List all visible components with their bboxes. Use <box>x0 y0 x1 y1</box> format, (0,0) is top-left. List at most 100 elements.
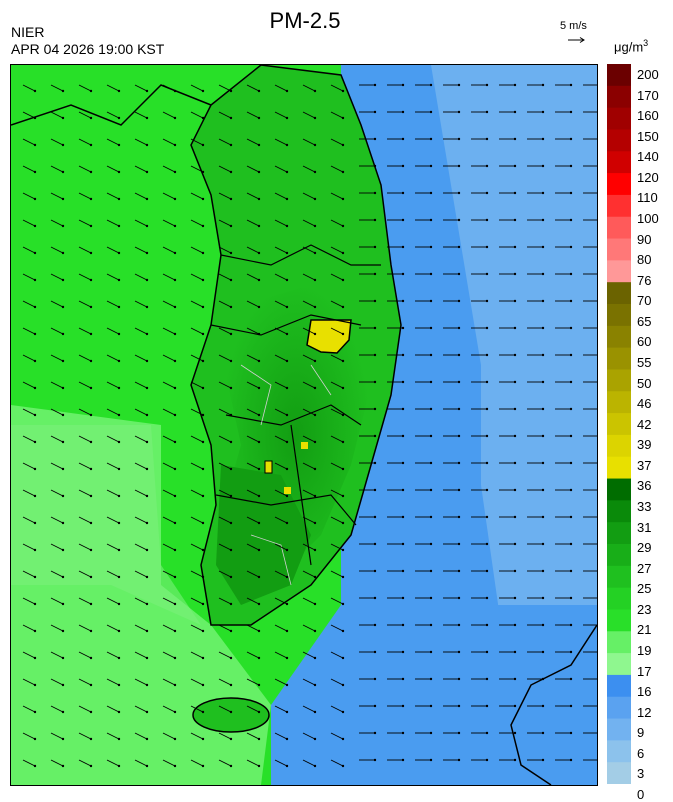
wind-arrow-icon <box>78 246 93 255</box>
wind-arrow-icon <box>246 489 261 498</box>
wind-arrow-icon <box>22 111 37 120</box>
wind-arrow-icon <box>499 758 517 762</box>
wind-arrow-icon <box>330 273 345 282</box>
wind-arrow-icon <box>246 327 261 336</box>
wind-arrow-icon <box>106 516 121 525</box>
wind-arrow-icon <box>387 623 405 627</box>
wind-arrow-icon <box>387 191 405 195</box>
pm25-map[interactable] <box>10 64 598 786</box>
legend-swatch <box>607 500 631 523</box>
wind-arrow-icon <box>50 759 65 768</box>
wind-arrow-icon <box>415 380 433 384</box>
wind-arrow-icon <box>22 597 37 606</box>
wind-arrow-icon <box>22 408 37 417</box>
wind-arrow-icon <box>499 272 517 276</box>
wind-arrow-icon <box>527 110 545 114</box>
wind-arrow-icon <box>330 354 345 363</box>
legend-tick-label: 33 <box>637 499 652 514</box>
organization-label: NIER <box>11 24 45 40</box>
wind-arrow-icon <box>499 245 517 249</box>
wind-arrow-icon <box>415 461 433 465</box>
wind-arrow-icon <box>359 569 377 573</box>
wind-arrow-icon <box>274 381 289 390</box>
legend-swatch <box>607 391 631 414</box>
wind-arrow-icon <box>443 110 461 114</box>
wind-arrow-icon <box>78 570 93 579</box>
wind-arrow-icon <box>302 84 317 93</box>
legend-swatch <box>607 696 631 720</box>
wind-arrow-icon <box>387 83 405 87</box>
wind-arrow-icon <box>246 678 261 687</box>
wind-arrow-icon <box>583 489 597 491</box>
province-boundary <box>225 404 362 426</box>
wind-arrow-icon <box>302 273 317 282</box>
wind-arrow-icon <box>443 596 461 600</box>
unit-label: μg/m3 <box>614 38 649 55</box>
wind-arrow-icon <box>302 192 317 201</box>
wind-arrow-icon <box>22 624 37 633</box>
wind-arrow-icon <box>246 138 261 147</box>
wind-arrow-icon <box>274 111 289 120</box>
wind-arrow-icon <box>527 542 545 546</box>
wind-arrow-icon <box>330 435 345 444</box>
wind-arrow-icon <box>50 516 65 525</box>
wind-arrow-icon <box>274 732 289 741</box>
legend-tick-label: 46 <box>637 396 652 412</box>
legend-tick-label: 65 <box>637 313 652 329</box>
legend-swatch <box>607 653 631 676</box>
wind-arrow-icon <box>78 651 93 660</box>
wind-arrow-icon <box>134 759 149 768</box>
wind-arrow-icon <box>359 488 377 492</box>
legend-tick-label: 3 <box>637 766 645 782</box>
wind-arrow-icon <box>443 677 461 681</box>
wind-arrow-icon <box>471 650 489 654</box>
legend-tick-label: 12 <box>637 704 652 720</box>
wind-arrow-icon <box>387 299 405 303</box>
wind-arrow-icon <box>359 110 377 114</box>
hotspot-cell <box>264 460 273 474</box>
wind-arrow-icon <box>22 192 37 201</box>
wind-arrow-icon <box>106 624 121 633</box>
wind-arrow-icon <box>218 435 233 444</box>
wind-arrow-icon <box>527 245 545 249</box>
wind-arrow-icon <box>78 165 93 174</box>
wind-arrow-icon <box>190 246 205 255</box>
wind-arrow-icon <box>134 624 149 633</box>
wind-arrow-icon <box>218 111 233 120</box>
wind-arrow-icon <box>162 192 177 201</box>
legend-tick-label: 60 <box>637 334 652 350</box>
wind-arrow-icon <box>443 83 461 87</box>
color-legend <box>607 64 631 784</box>
wind-arrow-icon <box>583 246 597 248</box>
wind-arrow-icon <box>415 434 433 438</box>
wind-arrow-icon <box>302 300 317 309</box>
wind-arrow-icon <box>274 138 289 147</box>
wind-arrow-icon <box>499 731 517 735</box>
wind-arrow-icon <box>527 623 545 627</box>
legend-tick-label: 55 <box>637 355 652 370</box>
wind-arrow-icon <box>415 731 433 735</box>
wind-arrow-icon <box>387 407 405 411</box>
wind-arrow-icon <box>583 678 597 680</box>
wind-arrow-icon <box>387 380 405 384</box>
legend-tick-label: 36 <box>637 478 652 494</box>
wind-arrow-icon <box>134 597 149 606</box>
wind-arrow-icon <box>162 408 177 417</box>
province-boundary <box>215 494 357 526</box>
wind-arrow-icon <box>106 651 121 660</box>
wind-arrow-icon <box>302 516 317 525</box>
wind-arrow-icon <box>274 84 289 93</box>
legend-swatch <box>607 740 631 763</box>
wind-arrow-icon <box>246 705 261 714</box>
wind-arrow-icon <box>330 138 345 147</box>
wind-arrow-icon <box>330 732 345 741</box>
legend-swatch <box>607 194 631 218</box>
legend-swatch <box>607 369 631 392</box>
wind-arrow-icon <box>22 759 37 768</box>
wind-arrow-icon <box>162 435 177 444</box>
wind-arrow-icon <box>22 435 37 444</box>
wind-arrow-icon <box>387 326 405 330</box>
wind-arrow-icon <box>134 192 149 201</box>
wind-arrow-icon <box>22 732 37 741</box>
wind-arrow-icon <box>330 489 345 498</box>
